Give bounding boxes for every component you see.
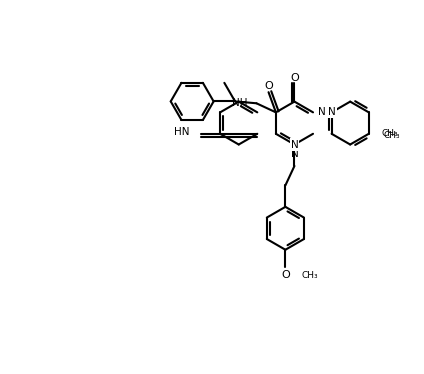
- Text: O: O: [264, 81, 273, 91]
- Text: CH₃: CH₃: [381, 129, 398, 138]
- Text: CH₃: CH₃: [301, 271, 318, 280]
- Text: CH₃: CH₃: [383, 131, 400, 140]
- Text: N: N: [328, 107, 335, 117]
- Text: HN: HN: [174, 127, 189, 137]
- Text: N: N: [290, 140, 298, 150]
- Text: N: N: [318, 107, 326, 117]
- Text: NH: NH: [232, 98, 247, 108]
- Text: O: O: [281, 270, 290, 280]
- Text: O: O: [290, 73, 299, 83]
- Text: N: N: [291, 148, 299, 159]
